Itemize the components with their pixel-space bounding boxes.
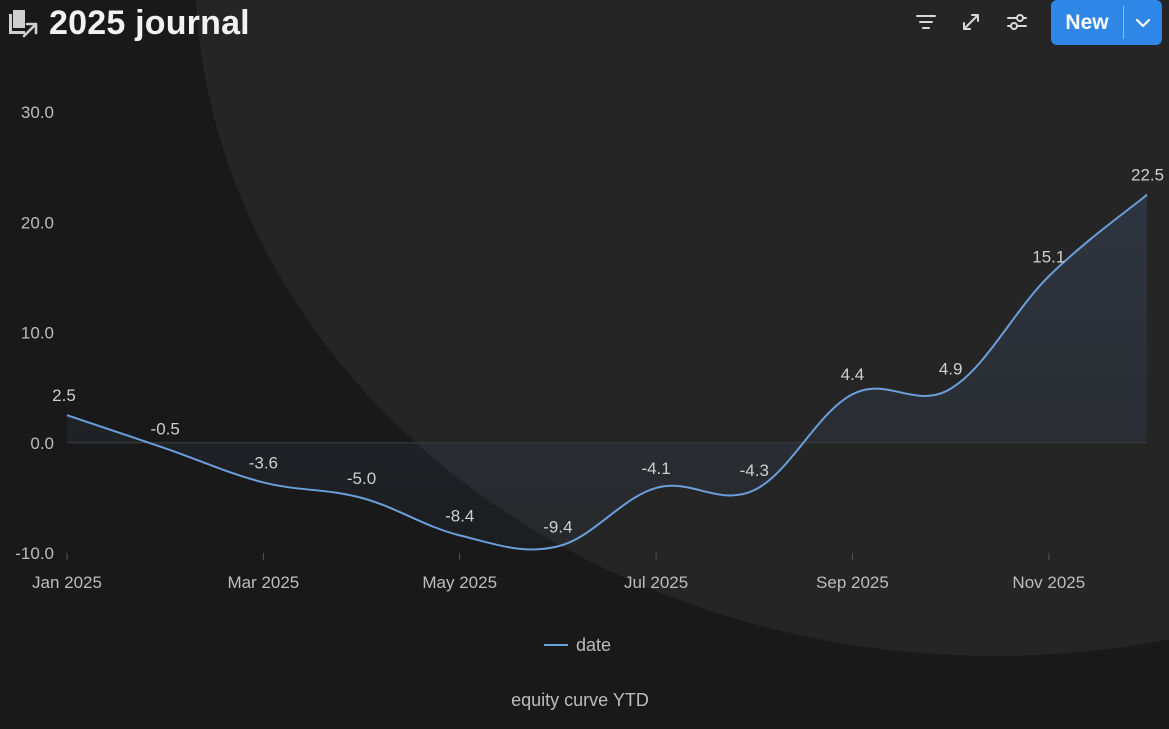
x-tick-label: Jul 2025	[624, 573, 688, 592]
page-title: 2025 journal	[49, 4, 250, 42]
x-tick-label: Mar 2025	[227, 573, 299, 592]
data-label: -4.3	[740, 461, 769, 480]
x-tick-label: May 2025	[422, 573, 497, 592]
data-label: -4.1	[641, 459, 670, 478]
x-tick-label: Nov 2025	[1012, 573, 1085, 592]
new-button-label[interactable]: New	[1065, 10, 1109, 34]
data-label: -8.4	[445, 506, 474, 525]
data-label: -9.4	[543, 517, 572, 536]
data-label: 22.5	[1131, 166, 1164, 185]
series-line	[66, 193, 1148, 551]
new-button[interactable]: New	[1051, 0, 1162, 45]
chart-title: equity curve YTD	[511, 690, 649, 710]
data-label: -3.6	[249, 453, 278, 472]
data-label: 4.9	[939, 360, 963, 379]
x-tick-label: Sep 2025	[816, 573, 889, 592]
x-tick-label: Jan 2025	[32, 573, 102, 592]
filter-icon[interactable]	[914, 10, 938, 34]
legend-label: date	[576, 634, 612, 655]
y-tick-label: -10.0	[15, 544, 54, 563]
chart-legend: date	[544, 634, 611, 656]
legend-swatch	[544, 644, 568, 646]
data-label: -5.0	[347, 469, 376, 488]
chevron-down-icon[interactable]	[1124, 0, 1162, 45]
y-tick-label: 10.0	[21, 324, 54, 343]
new-button-divider	[1123, 6, 1124, 39]
header: 2025 journal New	[0, 0, 1169, 48]
data-label: -0.5	[151, 419, 180, 438]
data-label: 15.1	[1032, 247, 1065, 266]
y-tick-label: 0.0	[30, 434, 54, 453]
data-label: 4.4	[841, 365, 865, 384]
y-tick-label: 20.0	[21, 213, 54, 232]
notes-pages-icon	[5, 7, 41, 41]
expand-icon[interactable]	[959, 10, 983, 34]
sliders-icon[interactable]	[1005, 10, 1029, 34]
data-label: 2.5	[52, 386, 76, 405]
y-tick-label: 30.0	[21, 103, 54, 122]
series-area	[67, 194, 1147, 550]
